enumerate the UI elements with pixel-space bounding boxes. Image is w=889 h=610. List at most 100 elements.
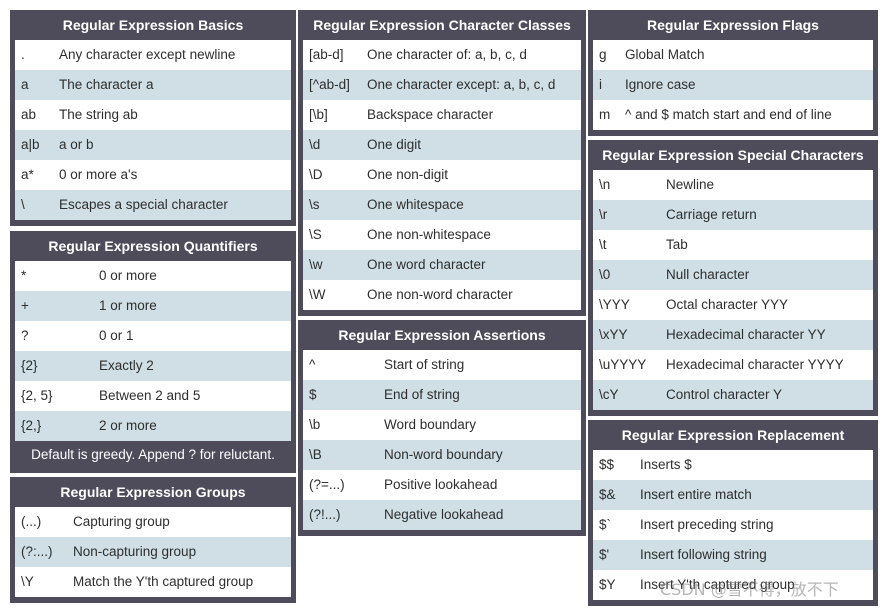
special-rows: \n Newline \r Carriage return \t Tab \0 Null ch… xyxy=(593,170,873,410)
regex-description: Ignore case xyxy=(625,77,696,92)
regex-description: Insert entire match xyxy=(640,487,752,502)
table-row: i Ignore case xyxy=(593,70,873,100)
regex-token: (?=...) xyxy=(309,477,345,492)
classes-panel: Regular Expression Character Classes [ab… xyxy=(298,10,586,316)
table-row: \b Word boundary xyxy=(303,410,581,440)
csdn-watermark: CSDN @雪不得，放不下 xyxy=(660,580,839,599)
regex-description: One character except: a, b, c, d xyxy=(367,77,556,92)
regex-description: Insert following string xyxy=(640,547,767,562)
table-row: \s One whitespace xyxy=(303,190,581,220)
regex-description: Global Match xyxy=(625,47,705,62)
regex-description: One whitespace xyxy=(367,197,464,212)
table-row: \YYY Octal character YYY xyxy=(593,290,873,320)
table-row: \B Non-word boundary xyxy=(303,440,581,470)
flags-rows: g Global Match i Ignore case m ^ and $ match … xyxy=(593,40,873,130)
table-row: \cY Control character Y xyxy=(593,380,873,410)
table-row: \Y Match the Y'th captured group xyxy=(15,567,291,597)
table-row: \uYYYY Hexadecimal character YYYY xyxy=(593,350,873,380)
table-row: \ Escapes a special character xyxy=(15,190,291,220)
table-row: \n Newline xyxy=(593,170,873,200)
regex-token: a* xyxy=(21,167,34,182)
special-title: Regular Expression Special Characters xyxy=(602,147,864,163)
regex-description: Exactly 2 xyxy=(99,358,154,373)
regex-description: Positive lookahead xyxy=(384,477,498,492)
regex-token: \d xyxy=(309,137,321,152)
regex-token: $$ xyxy=(599,457,615,472)
table-row: $$ Inserts $ xyxy=(593,450,873,480)
assertions-rows: ^ Start of string $ End of string \b Word bou… xyxy=(303,350,581,530)
regex-description: 2 or more xyxy=(99,418,157,433)
regex-description: One non-digit xyxy=(367,167,449,182)
regex-description: One digit xyxy=(367,137,422,152)
regex-description: Tab xyxy=(666,237,688,252)
table-row: \W One non-word character xyxy=(303,280,581,310)
table-row: [\b] Backspace character xyxy=(303,100,581,130)
regex-token: ab xyxy=(21,107,37,122)
regex-description: Inserts $ xyxy=(640,457,692,472)
regex-token: (?:...) xyxy=(21,544,53,559)
regex-token: $Y xyxy=(599,577,616,592)
regex-description: One non-whitespace xyxy=(367,227,491,242)
basics-rows: . Any character except newline a The charac… xyxy=(15,40,291,220)
table-row: {2} Exactly 2 xyxy=(15,351,291,381)
regex-token: + xyxy=(21,298,29,313)
regex-token: $ xyxy=(309,387,317,402)
regex-token: (...) xyxy=(21,514,42,529)
table-row: (?=...) Positive lookahead xyxy=(303,470,581,500)
table-row: \xYY Hexadecimal character YY xyxy=(593,320,873,350)
table-row: \t Tab xyxy=(593,230,873,260)
replacement-rows: $$ Inserts $ $& Insert entire match $` Insert… xyxy=(593,450,873,600)
regex-token: \w xyxy=(309,257,323,272)
regex-token: \uYYYY xyxy=(599,357,647,372)
regex-token: [ab-d] xyxy=(309,47,344,62)
regex-token: ? xyxy=(21,328,29,343)
quantifiers-note: Default is greedy. Append ? for reluctan… xyxy=(31,447,275,462)
regex-description: Octal character YYY xyxy=(666,297,789,312)
regex-token: \s xyxy=(309,197,320,212)
table-row: $ End of string xyxy=(303,380,581,410)
table-row: [ab-d] One character of: a, b, c, d xyxy=(303,40,581,70)
regex-token: \t xyxy=(599,237,607,252)
regex-token: {2} xyxy=(21,358,38,373)
table-row: $& Insert entire match xyxy=(593,480,873,510)
regex-token: $` xyxy=(599,517,612,532)
regex-description: Insert preceding string xyxy=(640,517,774,532)
table-row: g Global Match xyxy=(593,40,873,70)
regex-description: a or b xyxy=(59,137,94,152)
regex-token: \0 xyxy=(599,267,611,282)
regex-token: \D xyxy=(309,167,323,182)
table-row: +1 or more xyxy=(15,291,291,321)
regex-token: \b xyxy=(309,417,321,432)
regex-token: \W xyxy=(309,287,326,302)
classes-rows: [ab-d] One character of: a, b, c, d [^ab-d… xyxy=(303,40,581,310)
regex-token: * xyxy=(21,268,27,283)
table-row: ab The string ab xyxy=(15,100,291,130)
table-row: a* 0 or more a's xyxy=(15,160,291,190)
groups-title: Regular Expression Groups xyxy=(60,484,246,500)
flags-title: Regular Expression Flags xyxy=(647,17,819,33)
regex-token: {2, 5} xyxy=(21,388,53,403)
regex-description: One non-word character xyxy=(367,287,513,302)
regex-description: One character of: a, b, c, d xyxy=(367,47,527,62)
regex-token: \Y xyxy=(21,574,34,589)
table-row: \D One non-digit xyxy=(303,160,581,190)
regex-description: 1 or more xyxy=(99,298,157,313)
regex-token: [\b] xyxy=(309,107,328,122)
table-row: (?:...) Non-capturing group xyxy=(15,537,291,567)
regex-description: Carriage return xyxy=(666,207,757,222)
groups-rows: (...) Capturing group (?:...) Non-capturing… xyxy=(15,507,291,597)
regex-description: Match the Y'th captured group xyxy=(73,574,254,589)
regex-description: Hexadecimal character YY xyxy=(666,327,826,342)
regex-description: ^ and $ match start and end of line xyxy=(625,107,832,122)
regex-description: 0 or more a's xyxy=(59,167,138,182)
table-row: a The character a xyxy=(15,70,291,100)
regex-token: {2,} xyxy=(21,418,42,433)
regex-token: ^ xyxy=(309,357,316,372)
table-row: {2, 5} Between 2 and 5 xyxy=(15,381,291,411)
table-row: (?!...) Negative lookahead xyxy=(303,500,581,530)
basics-title: Regular Expression Basics xyxy=(62,17,244,33)
regex-token: a|b xyxy=(21,137,40,152)
basics-panel: Regular Expression Basics . Any character… xyxy=(10,10,296,226)
regex-token: [^ab-d] xyxy=(309,77,350,92)
regex-description: Capturing group xyxy=(73,514,170,529)
